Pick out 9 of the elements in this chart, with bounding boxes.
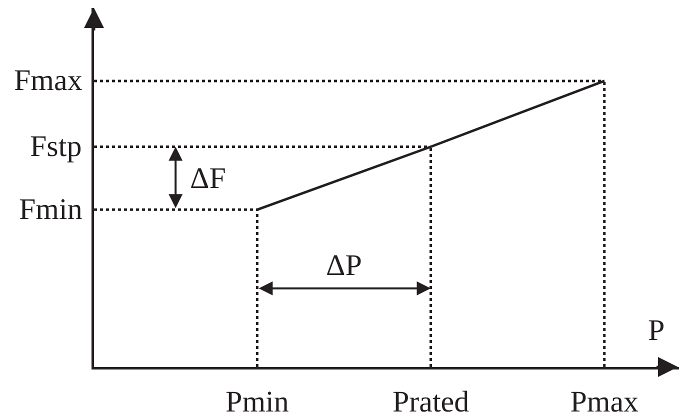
text: Fstp xyxy=(30,130,82,163)
annotation: ΔP xyxy=(326,249,362,282)
x-tick-label: Prated xyxy=(392,386,470,418)
x-tick-label: Pmax xyxy=(570,386,639,418)
x-axis-title: P xyxy=(648,314,665,347)
annotation: ΔF xyxy=(190,162,226,195)
text: Fmax xyxy=(14,64,82,97)
text: Fmin xyxy=(19,193,82,226)
x-tick-label: Pmin xyxy=(226,386,289,418)
